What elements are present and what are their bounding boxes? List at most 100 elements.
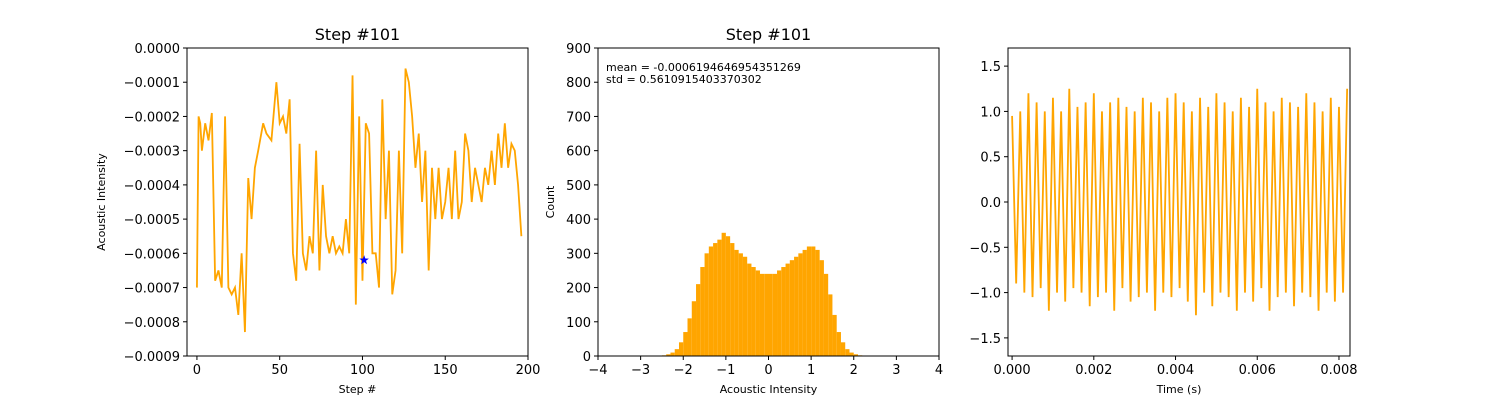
x-tick-label: −2 bbox=[674, 363, 693, 378]
bar bbox=[836, 332, 841, 356]
x-tick-label: 0.006 bbox=[1239, 363, 1276, 378]
bar bbox=[794, 256, 799, 356]
bar bbox=[678, 342, 684, 356]
line bbox=[1011, 88, 1349, 316]
y-tick-label: 1.0 bbox=[980, 105, 1001, 120]
x-tick-label: 200 bbox=[516, 363, 541, 378]
y-tick-label: −0.0005 bbox=[124, 213, 180, 228]
x-axis-label: Time (s) bbox=[1156, 383, 1202, 396]
x-tick-label: 0.004 bbox=[1157, 363, 1194, 378]
chart-title: Step #101 bbox=[315, 25, 400, 44]
y-tick-label: 900 bbox=[566, 42, 591, 57]
bar bbox=[755, 270, 760, 356]
y-tick-label: 300 bbox=[566, 247, 591, 262]
bar bbox=[772, 273, 778, 356]
bar bbox=[725, 236, 731, 356]
bar bbox=[798, 253, 803, 356]
x-tick-label: 150 bbox=[433, 363, 458, 378]
y-axis-label: Acoustic Intensity bbox=[95, 153, 108, 251]
bar bbox=[687, 318, 692, 356]
bar bbox=[806, 246, 812, 356]
bar bbox=[747, 263, 752, 356]
x-axis-label: Acoustic Intensity bbox=[720, 383, 818, 396]
line bbox=[196, 68, 523, 333]
y-tick-label: −1.5 bbox=[969, 332, 1001, 347]
bar bbox=[823, 273, 829, 356]
bar bbox=[696, 284, 701, 356]
bar bbox=[742, 256, 748, 356]
y-tick-label: −0.0001 bbox=[124, 76, 180, 91]
y-tick-label: 800 bbox=[566, 76, 591, 91]
axes-frame bbox=[597, 47, 940, 357]
y-tick-label: −0.0006 bbox=[124, 247, 180, 262]
bar bbox=[666, 354, 671, 356]
chart-title: Step #101 bbox=[726, 25, 811, 44]
bar bbox=[713, 243, 718, 356]
bar bbox=[819, 260, 824, 356]
y-tick-label: −0.0003 bbox=[124, 145, 180, 160]
highlight-marker bbox=[359, 255, 369, 265]
y-tick-label: −0.5 bbox=[969, 241, 1001, 256]
bar bbox=[768, 273, 773, 356]
x-tick-label: 4 bbox=[935, 363, 943, 378]
x-tick-label: 2 bbox=[850, 363, 858, 378]
bar bbox=[840, 342, 846, 356]
y-tick-label: 500 bbox=[566, 179, 591, 194]
bar bbox=[708, 246, 714, 356]
axes-frame bbox=[1007, 47, 1351, 357]
annotation: mean = -0.0006194646954351269 bbox=[606, 61, 801, 74]
bar bbox=[853, 354, 859, 356]
y-tick-label: 100 bbox=[566, 316, 591, 331]
bar bbox=[674, 349, 679, 356]
annotation: std = 0.5610915403370302 bbox=[606, 73, 762, 86]
y-tick-label: 0.0 bbox=[980, 196, 1001, 211]
x-tick-label: 0 bbox=[764, 363, 772, 378]
bar bbox=[734, 249, 739, 356]
y-tick-label: 0.5 bbox=[980, 151, 1001, 166]
x-tick-label: 0.000 bbox=[993, 363, 1030, 378]
y-tick-label: 0.0000 bbox=[135, 42, 181, 57]
y-axis-label: Count bbox=[544, 185, 557, 218]
x-tick-label: 100 bbox=[350, 363, 375, 378]
x-tick-label: −3 bbox=[631, 363, 650, 378]
x-tick-label: 0 bbox=[193, 363, 201, 378]
bar bbox=[832, 314, 837, 356]
x-tick-label: −4 bbox=[588, 363, 607, 378]
y-tick-label: 400 bbox=[566, 213, 591, 228]
bar bbox=[730, 243, 735, 356]
x-tick-label: −1 bbox=[716, 363, 735, 378]
axes-frame bbox=[186, 47, 529, 357]
bar bbox=[815, 249, 820, 356]
y-tick-label: 1.5 bbox=[980, 60, 1001, 75]
bar bbox=[811, 246, 816, 356]
y-tick-label: −0.0004 bbox=[124, 179, 180, 194]
x-axis-label: Step # bbox=[339, 383, 377, 396]
bar bbox=[751, 267, 756, 356]
bar bbox=[717, 239, 722, 356]
x-tick-label: 50 bbox=[271, 363, 288, 378]
bar bbox=[777, 270, 782, 356]
x-tick-label: 0.002 bbox=[1075, 363, 1112, 378]
y-tick-label: 200 bbox=[566, 282, 591, 297]
y-tick-label: −0.0008 bbox=[124, 316, 180, 331]
bar bbox=[781, 267, 786, 356]
bar bbox=[785, 263, 790, 356]
bar bbox=[789, 260, 795, 356]
y-tick-label: 0 bbox=[583, 350, 591, 365]
bar bbox=[738, 253, 743, 356]
bar bbox=[802, 249, 807, 356]
y-tick-label: 700 bbox=[566, 110, 591, 125]
bar bbox=[691, 301, 697, 356]
y-tick-label: −0.0007 bbox=[124, 282, 180, 297]
bar bbox=[759, 273, 765, 356]
y-tick-label: 600 bbox=[566, 145, 591, 160]
x-tick-label: 3 bbox=[892, 363, 900, 378]
bar bbox=[845, 349, 850, 356]
x-tick-label: 1 bbox=[807, 363, 815, 378]
y-tick-label: −1.0 bbox=[969, 287, 1001, 302]
bar bbox=[849, 352, 854, 356]
x-tick-label: 0.008 bbox=[1320, 363, 1357, 378]
bar bbox=[700, 267, 705, 356]
bar bbox=[704, 253, 709, 356]
